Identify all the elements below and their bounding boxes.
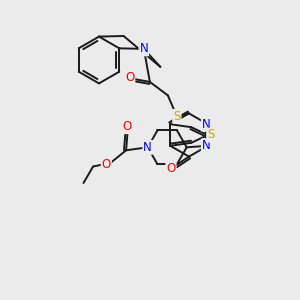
Text: O: O — [167, 161, 176, 175]
Text: N: N — [143, 141, 152, 154]
Text: O: O — [125, 71, 134, 84]
Text: N: N — [202, 118, 211, 131]
Text: S: S — [173, 110, 181, 123]
Text: N: N — [140, 42, 148, 56]
Text: O: O — [122, 120, 132, 133]
Text: O: O — [102, 158, 111, 171]
Text: S: S — [207, 128, 214, 142]
Text: N: N — [202, 139, 211, 152]
